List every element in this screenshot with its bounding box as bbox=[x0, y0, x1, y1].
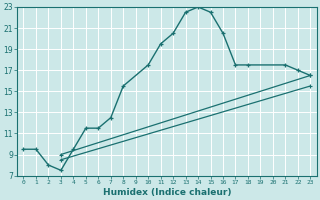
X-axis label: Humidex (Indice chaleur): Humidex (Indice chaleur) bbox=[103, 188, 231, 197]
